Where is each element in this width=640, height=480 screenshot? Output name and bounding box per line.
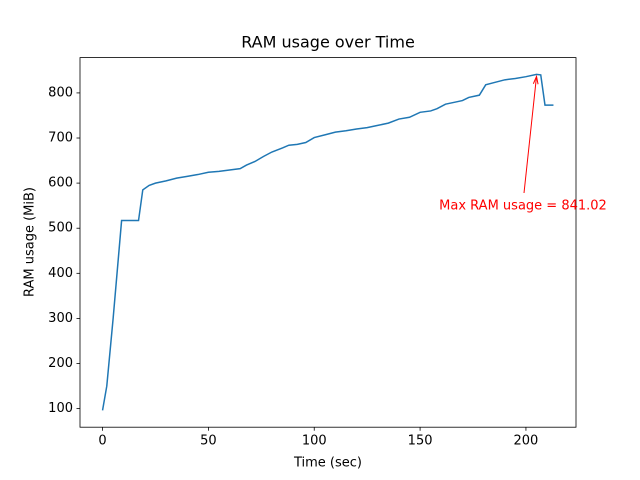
y-tick-label: 200: [48, 356, 73, 371]
annotation-arrow: [523, 76, 538, 194]
y-tick-label: 600: [48, 176, 73, 191]
x-tick-label: 100: [302, 434, 327, 449]
y-tick-label: 700: [48, 131, 73, 146]
y-axis-label: RAM usage (MiB): [23, 187, 38, 297]
y-tick-label: 100: [48, 401, 73, 416]
annotation: Max RAM usage = 841.02: [439, 199, 607, 214]
x-tick-label: 150: [408, 434, 433, 449]
y-tick-label: 300: [48, 311, 73, 326]
line: [101, 73, 554, 411]
y-tick-label: 400: [48, 266, 73, 281]
y-tick-label: 800: [48, 85, 73, 100]
x-tick-label: 0: [98, 434, 106, 449]
axes-frame: [79, 57, 577, 428]
x-tick-label: 50: [200, 434, 217, 449]
x-tick-label: 200: [514, 434, 539, 449]
annotation-arrowhead: [532, 74, 539, 85]
chart-title: RAM usage over Time: [241, 33, 415, 52]
x-axis-label: Time (sec): [293, 456, 362, 471]
y-tick-label: 500: [48, 221, 73, 236]
